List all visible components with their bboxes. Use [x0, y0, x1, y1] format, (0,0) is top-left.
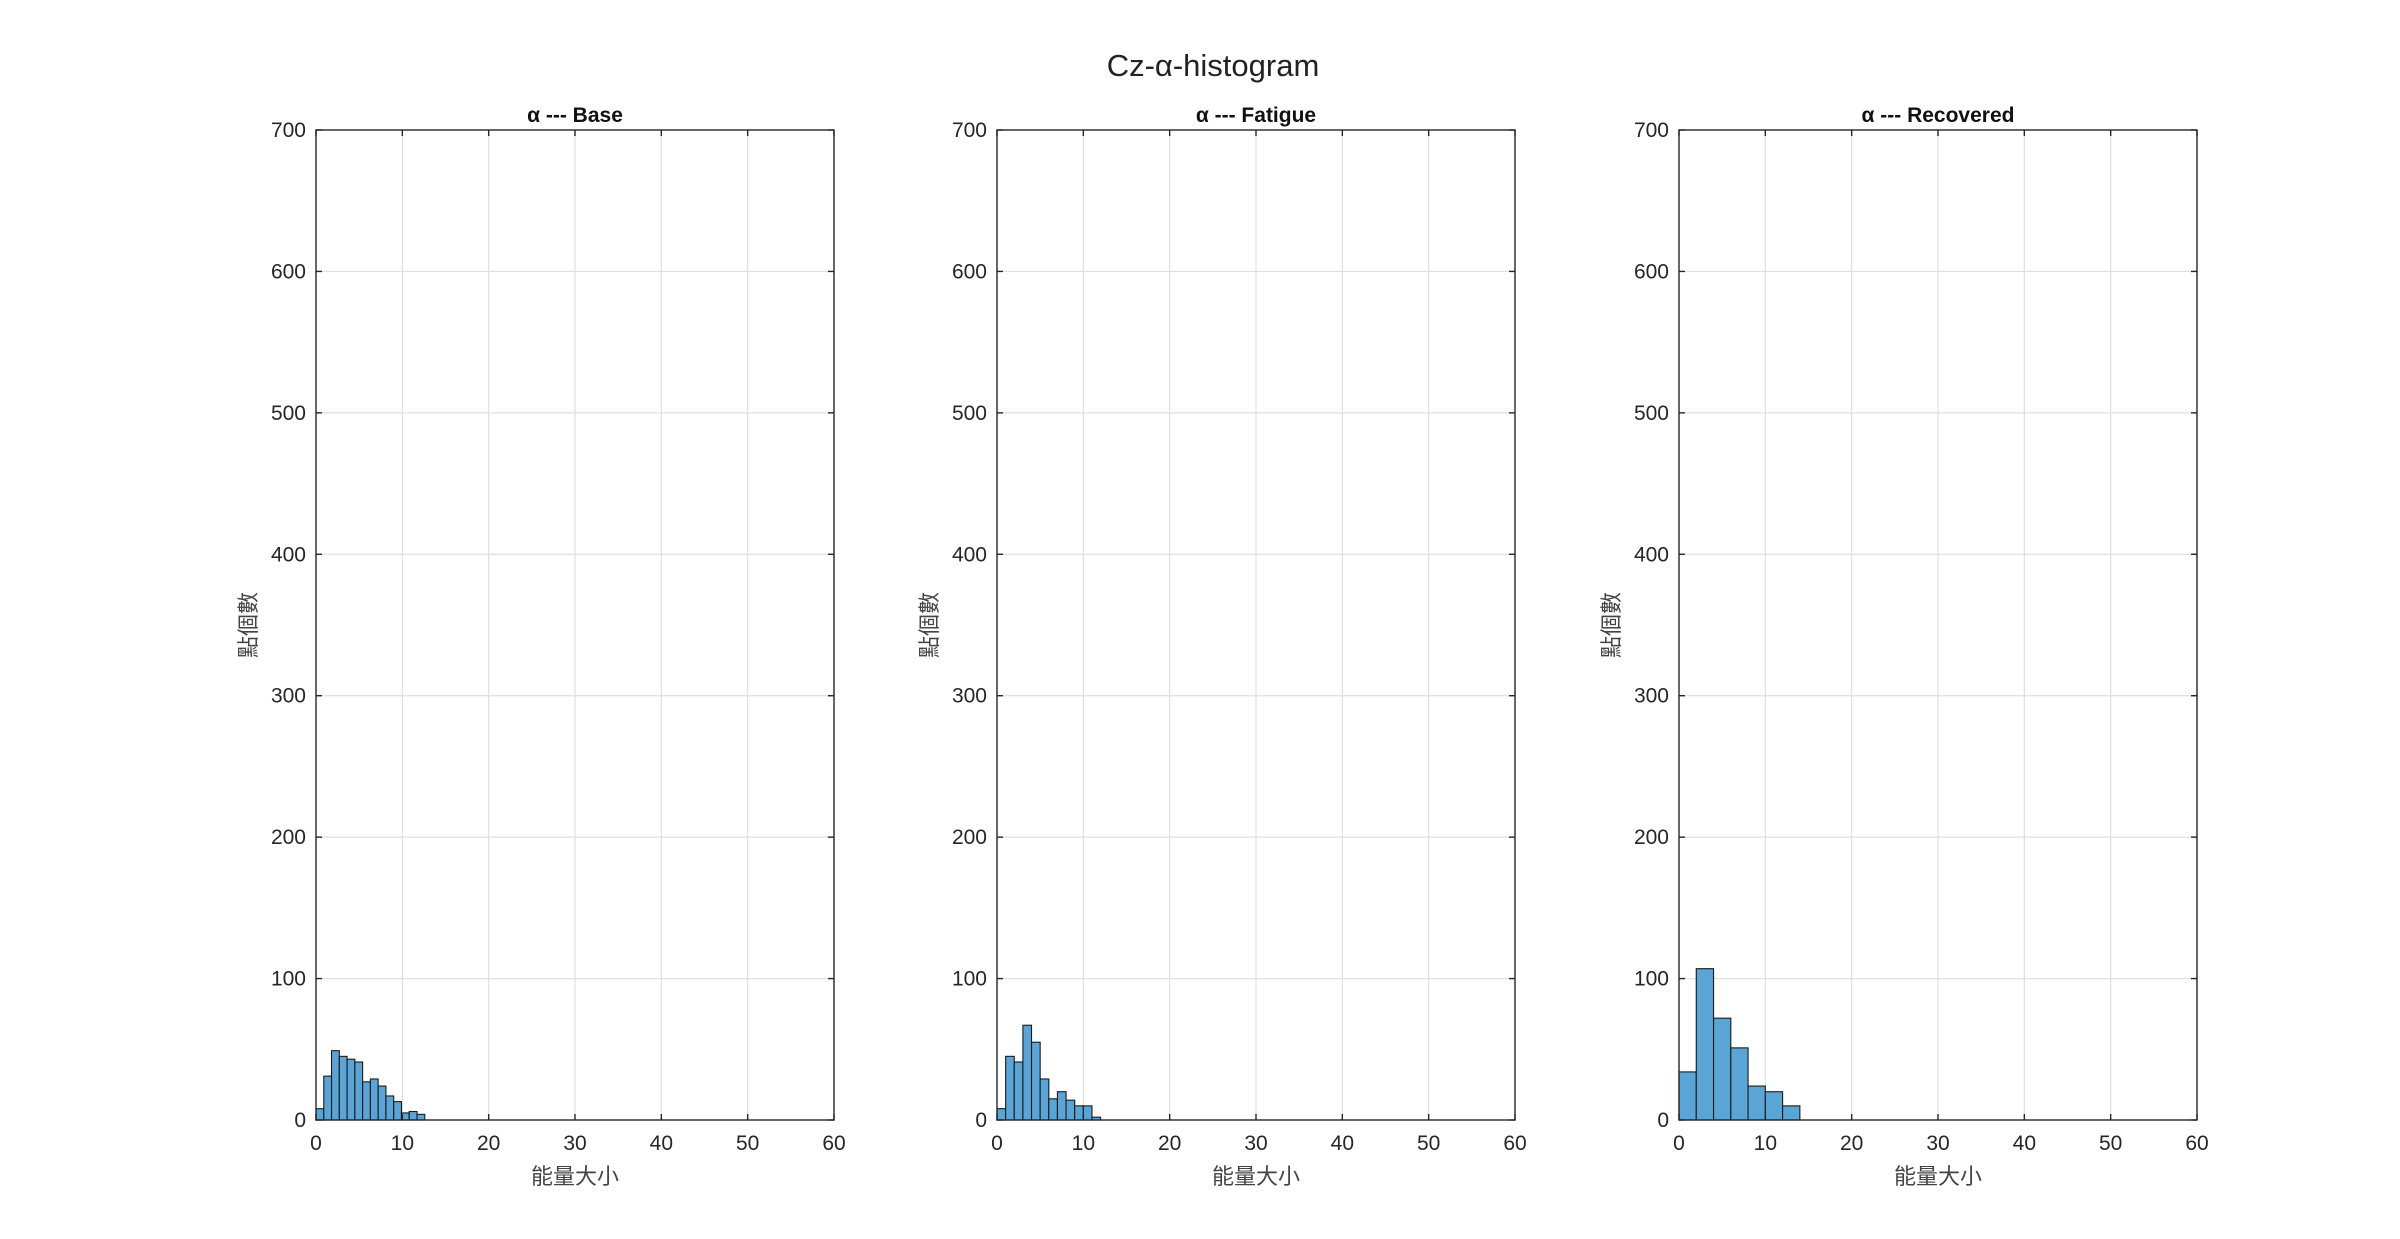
histogram-bar: [1030, 1041, 1041, 1121]
histogram-bar: [1039, 1078, 1050, 1121]
histogram-bar: [1082, 1105, 1093, 1121]
histogram-bar: [1747, 1085, 1766, 1121]
x-tick-label: 50: [1417, 1132, 1440, 1155]
histogram-bar: [1764, 1091, 1784, 1121]
x-tick-label: 50: [2099, 1132, 2122, 1155]
histogram-bar: [1056, 1091, 1067, 1121]
histogram-bar: [1730, 1047, 1749, 1121]
y-axis-label: 點個數: [237, 592, 262, 658]
histogram-bar: [330, 1050, 340, 1121]
histogram-bar: [385, 1095, 395, 1121]
y-axis-label: 點個數: [918, 592, 943, 658]
x-tick-label: 0: [310, 1132, 322, 1155]
histogram-bar: [1695, 968, 1715, 1121]
x-tick-label: 30: [1244, 1132, 1267, 1155]
histogram-bar: [1074, 1105, 1084, 1121]
histogram-bar: [315, 1108, 325, 1121]
y-tick-label: 300: [271, 685, 306, 708]
x-tick-label: 40: [2013, 1132, 2036, 1155]
x-axis-label: 能量大小: [531, 1165, 619, 1190]
x-tick-label: 60: [1503, 1132, 1526, 1155]
x-axis-label: 能量大小: [1894, 1165, 1982, 1190]
y-tick-label: 200: [952, 826, 987, 849]
histogram-bar: [338, 1055, 348, 1121]
y-tick-label: 0: [294, 1109, 306, 1132]
figure-title: Cz-α-histogram: [1107, 48, 1320, 83]
histogram-bar: [408, 1110, 418, 1121]
histogram-bar: [1022, 1024, 1033, 1121]
y-tick-label: 100: [952, 968, 987, 991]
histogram-bar: [416, 1113, 426, 1121]
y-tick-label: 400: [952, 543, 987, 566]
histogram-bar: [1712, 1017, 1732, 1121]
panel-title: α --- Recovered: [1862, 104, 2015, 127]
y-tick-label: 100: [1634, 968, 1669, 991]
histogram-bar: [996, 1108, 1007, 1121]
x-tick-label: 20: [1840, 1132, 1863, 1155]
histogram-bar: [1782, 1105, 1801, 1121]
histogram-bar: [1013, 1061, 1024, 1121]
histogram-bar: [393, 1101, 403, 1121]
histogram-bar: [362, 1081, 371, 1121]
histogram-bar: [1048, 1098, 1058, 1121]
y-tick-label: 500: [952, 402, 987, 425]
x-tick-label: 50: [736, 1132, 759, 1155]
y-tick-label: 400: [271, 543, 306, 566]
x-tick-label: 10: [1072, 1132, 1095, 1155]
y-axis-label: 點個數: [1600, 592, 1625, 658]
y-tick-label: 300: [1634, 685, 1669, 708]
y-tick-label: 700: [952, 119, 987, 142]
histogram-bar: [1005, 1055, 1015, 1121]
x-tick-label: 60: [822, 1132, 845, 1155]
x-tick-label: 60: [2185, 1132, 2208, 1155]
histogram-bar: [1065, 1099, 1076, 1121]
x-tick-label: 30: [1926, 1132, 1949, 1155]
y-tick-label: 600: [952, 260, 987, 283]
y-tick-label: 700: [1634, 119, 1669, 142]
x-tick-label: 20: [1158, 1132, 1181, 1155]
y-tick-label: 400: [1634, 543, 1669, 566]
y-tick-label: 0: [975, 1109, 987, 1132]
x-tick-label: 40: [1331, 1132, 1354, 1155]
x-tick-label: 10: [391, 1132, 414, 1155]
histogram-bar: [323, 1075, 333, 1121]
x-tick-label: 0: [991, 1132, 1003, 1155]
histogram-bar: [377, 1085, 387, 1121]
y-tick-label: 200: [271, 826, 306, 849]
x-tick-label: 20: [477, 1132, 500, 1155]
y-tick-label: 200: [1634, 826, 1669, 849]
y-tick-label: 300: [952, 685, 987, 708]
panel-title: α --- Base: [527, 104, 623, 127]
histogram-bar: [369, 1078, 379, 1121]
y-tick-label: 600: [271, 260, 306, 283]
histogram-bar: [346, 1058, 356, 1121]
x-tick-label: 0: [1673, 1132, 1685, 1155]
y-tick-label: 600: [1634, 260, 1669, 283]
x-tick-label: 30: [563, 1132, 586, 1155]
y-tick-label: 500: [1634, 402, 1669, 425]
x-tick-label: 40: [650, 1132, 673, 1155]
histogram-bar: [354, 1061, 364, 1121]
histogram-bar: [1678, 1071, 1697, 1121]
x-tick-label: 10: [1754, 1132, 1777, 1155]
panel-title: α --- Fatigue: [1196, 104, 1316, 127]
y-tick-label: 500: [271, 402, 306, 425]
y-tick-label: 700: [271, 119, 306, 142]
y-tick-label: 0: [1657, 1109, 1669, 1132]
y-tick-label: 100: [271, 968, 306, 991]
x-axis-label: 能量大小: [1212, 1165, 1300, 1190]
